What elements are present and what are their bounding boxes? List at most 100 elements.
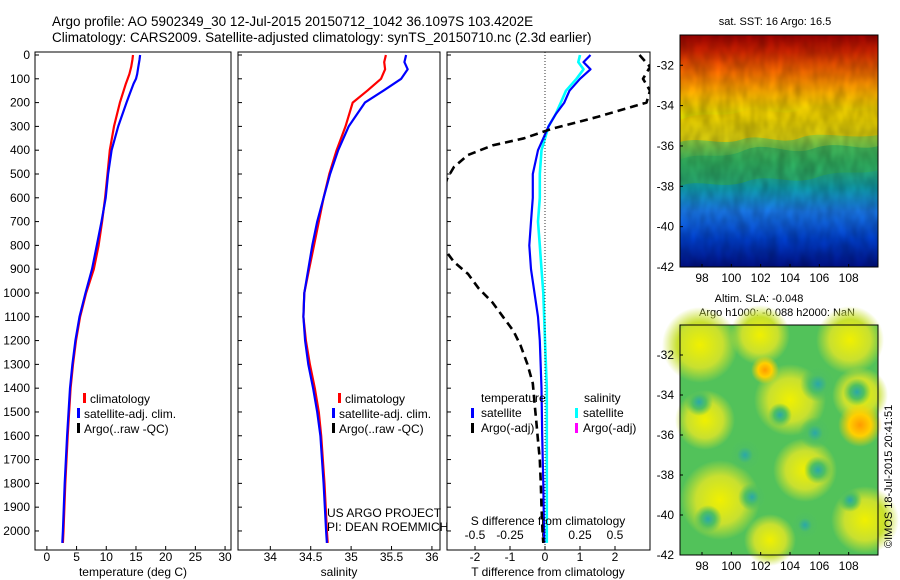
- sla-eddy: [843, 378, 871, 406]
- x-tick-label: 5: [73, 550, 80, 564]
- sla-eddy: [662, 307, 738, 383]
- lat-tick-label: -32: [657, 58, 675, 72]
- legend-label-satellite: satellite-adj. clim.: [84, 407, 176, 421]
- depth-tick-label: 700: [10, 215, 30, 229]
- sla-eddy: [694, 505, 722, 533]
- sla-eddy: [800, 366, 836, 402]
- s-tick-label: 0.5: [607, 528, 624, 542]
- sst-texture: [680, 35, 878, 267]
- depth-tick-label: 1300: [3, 357, 30, 371]
- x-tick-label: 30: [218, 550, 232, 564]
- sla-eddy: [838, 403, 882, 447]
- depth-tick-label: 1600: [3, 429, 30, 443]
- lon-tick-label: 106: [809, 271, 829, 285]
- depth-tick-label: 400: [10, 143, 30, 157]
- legend-swatch-argo: [332, 423, 335, 433]
- x-tick-label: 1: [577, 550, 584, 564]
- depth-tick-label: 1500: [3, 405, 30, 419]
- lat-tick-label: -36: [657, 139, 675, 153]
- depth-tick-label: 100: [10, 72, 30, 86]
- x-tick-label: 0: [44, 550, 51, 564]
- lat-tick-label: -42: [657, 548, 675, 562]
- lon-tick-label: 104: [780, 559, 800, 573]
- lon-tick-label: 106: [809, 559, 829, 573]
- x-tick-label: 34: [264, 550, 278, 564]
- sla-eddy: [838, 488, 862, 512]
- legend-swatch-t-argo: [471, 423, 474, 433]
- legend-label-t-satellite: satellite: [481, 406, 522, 420]
- sla-features: [662, 305, 899, 566]
- sla-eddy: [738, 483, 766, 511]
- legend-label-argo: Argo(..raw -QC): [84, 422, 169, 436]
- legend-label-satellite: satellite-adj. clim.: [339, 407, 431, 421]
- x-tick-label: 36: [425, 550, 439, 564]
- sla-eddy: [729, 439, 761, 471]
- lat-tick-label: -34: [657, 99, 675, 113]
- sla-eddy: [791, 511, 819, 539]
- sla-map-title-line1: Altim. SLA: -0.048: [715, 293, 804, 305]
- x-tick-label: 0: [542, 550, 549, 564]
- sst-map: [679, 34, 879, 268]
- difference-axes: [446, 51, 651, 551]
- difference-x-label: T difference from climatology: [471, 565, 625, 579]
- sst-map-axes: 98 100 102 104 106 108 -32 -34 -36 -38 -40 -42: [657, 58, 859, 285]
- lon-tick-label: 102: [751, 559, 771, 573]
- s-tick-label: -0.5: [465, 528, 486, 542]
- lat-tick-label: -34: [657, 388, 675, 402]
- s-tick-label: -0.25: [496, 528, 524, 542]
- legend-heading-salinity: salinity: [584, 391, 621, 405]
- depth-axis: 0 100 200 300 400 500 600 700 800 900 1000 1100 1200…: [3, 48, 451, 538]
- depth-tick-label: 0: [23, 48, 30, 62]
- lon-tick-label: 100: [721, 559, 741, 573]
- lon-tick-label: 104: [780, 271, 800, 285]
- depth-tick-label: 1000: [3, 286, 30, 300]
- lon-tick-label: 108: [839, 271, 859, 285]
- depth-tick-label: 1700: [3, 453, 30, 467]
- depth-tick-label: 500: [10, 167, 30, 181]
- sla-eddy: [751, 356, 779, 384]
- salinity-axes: [237, 51, 441, 551]
- legend-swatch-argo: [77, 423, 80, 433]
- depth-tick-label: 1200: [3, 334, 30, 348]
- legend-label-climatology: climatology: [90, 392, 150, 406]
- legend-swatch-s-satellite: [575, 408, 578, 418]
- legend-swatch-climatology: [83, 393, 86, 403]
- lon-tick-label: 102: [751, 271, 771, 285]
- lon-tick-label: 98: [695, 559, 709, 573]
- depth-tick-label: 600: [10, 191, 30, 205]
- difference-legend: temperature satellite Argo(-adj) salinit…: [471, 391, 636, 435]
- imos-credit: ©IMOS 18-Jul-2015 20:41:51: [883, 405, 895, 548]
- x-tick-label: -1: [505, 550, 516, 564]
- salinity-x-axis: 34 34.5 35 35.5 36: [264, 546, 439, 564]
- temperature-axes: [34, 51, 232, 551]
- lon-tick-label: 108: [839, 559, 859, 573]
- legend-label-t-argo: Argo(-adj): [481, 421, 534, 435]
- legend-swatch-satellite: [77, 408, 80, 418]
- temperature-satellite-line: [61, 54, 142, 543]
- x-tick-label: 35.5: [380, 550, 404, 564]
- x-tick-label: 20: [159, 550, 173, 564]
- sla-eddy: [816, 306, 884, 374]
- depth-tick-label: 900: [10, 262, 30, 276]
- x-tick-label: 25: [189, 550, 203, 564]
- depth-tick-label: 1800: [3, 476, 30, 490]
- depth-tick-label: 1100: [4, 310, 30, 324]
- depth-tick-label: 2000: [3, 524, 30, 538]
- sla-frame: [679, 324, 879, 556]
- lat-tick-label: -38: [657, 468, 675, 482]
- s-tick-label: 0.25: [568, 528, 592, 542]
- depth-tick-label: 1900: [3, 500, 30, 514]
- profile-series: [61, 54, 650, 543]
- figure-title-line2: Climatology: CARS2009. Satellite-adjuste…: [52, 30, 592, 45]
- lat-tick-label: -40: [657, 508, 675, 522]
- x-tick-label: -2: [470, 550, 481, 564]
- legend-label-climatology: climatology: [345, 392, 405, 406]
- depth-tick-label: 800: [10, 238, 30, 252]
- lon-tick-label: 100: [721, 271, 741, 285]
- legend-label-s-argo: Argo(-adj): [583, 421, 636, 435]
- project-annotation-line1: US ARGO PROJECT: [327, 506, 442, 520]
- x-tick-label: 2: [612, 550, 619, 564]
- salinity-diff-satellite-line: [536, 54, 585, 543]
- lat-tick-label: -42: [657, 260, 675, 274]
